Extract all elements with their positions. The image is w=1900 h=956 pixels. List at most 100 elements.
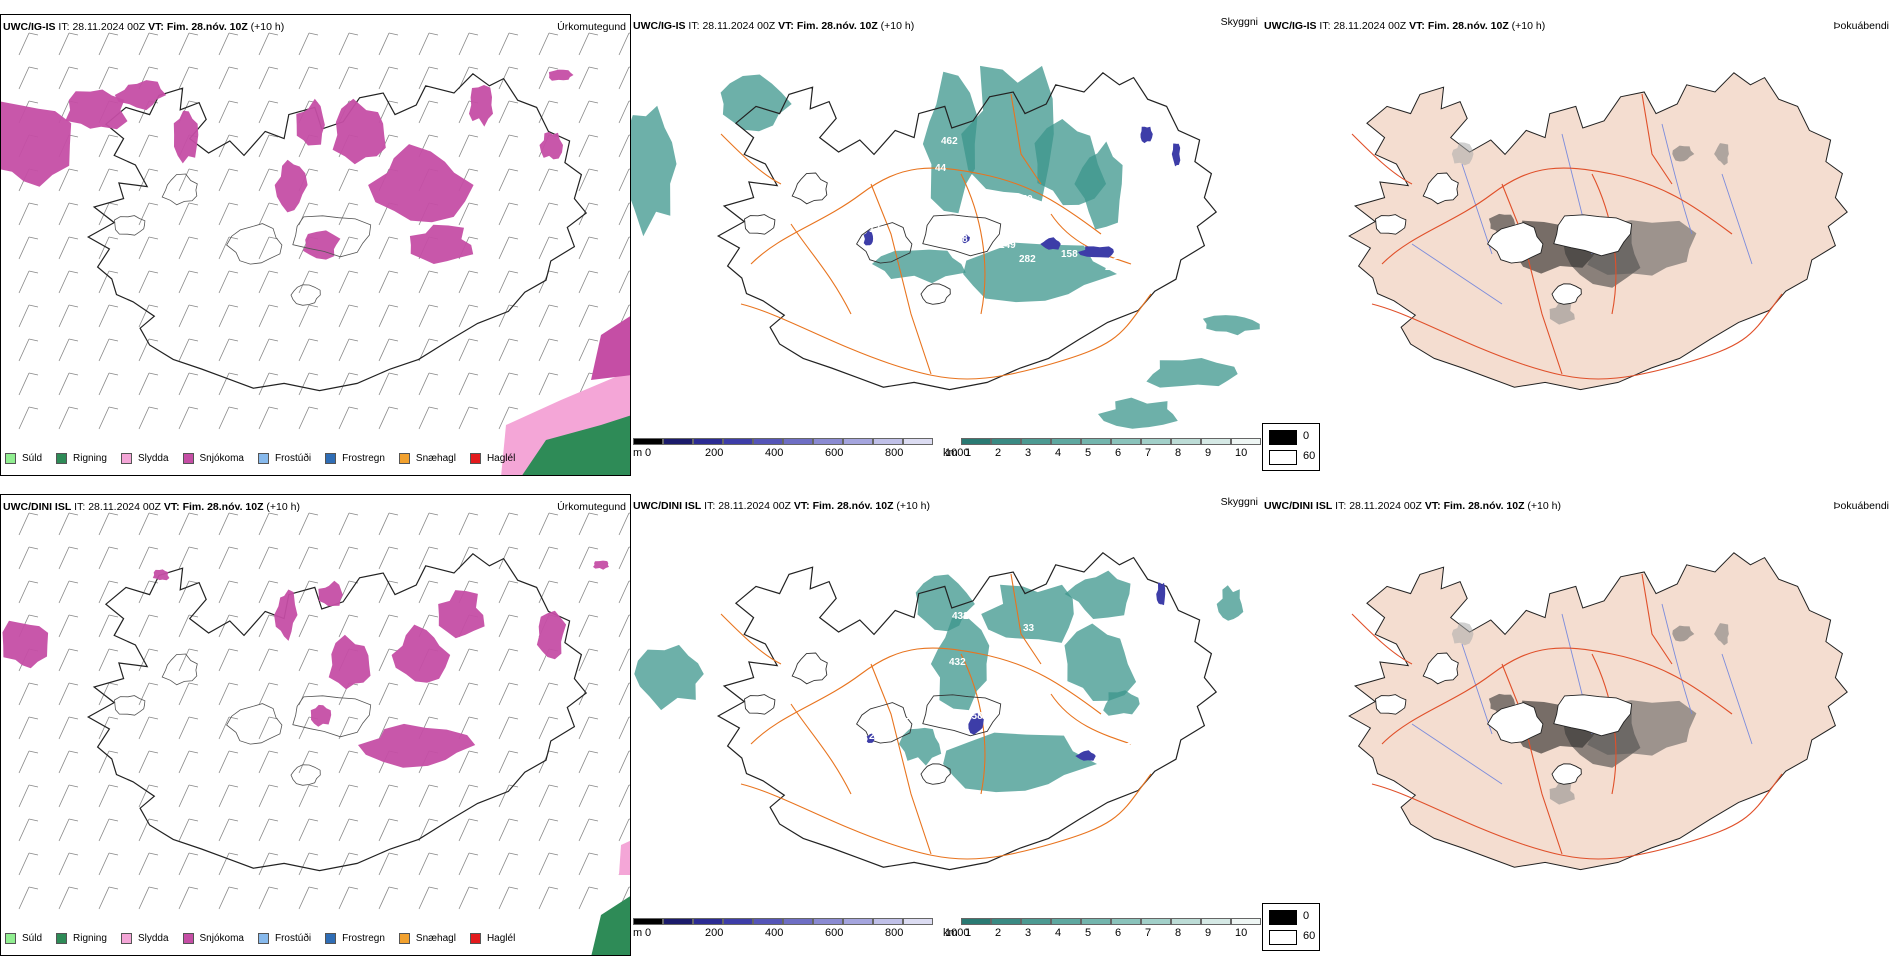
- scale-tick: 400: [765, 927, 784, 939]
- scale-tick: 1000: [945, 927, 970, 939]
- cloud-base-label: 33: [1023, 623, 1035, 634]
- wind-barb: [538, 716, 559, 740]
- snow-area: [368, 144, 474, 223]
- scale-unit: km: [943, 927, 958, 939]
- snow-area: [591, 316, 630, 380]
- scale-swatch: [873, 438, 903, 445]
- fog-area: [1451, 622, 1474, 646]
- wind-barb: [498, 750, 519, 774]
- road: [1381, 167, 1733, 265]
- wind-barb: [498, 512, 519, 536]
- wind-barb: [618, 236, 630, 260]
- fog-legend: 0 60: [1262, 903, 1320, 951]
- wind-barb: [498, 100, 519, 124]
- wind-barb: [418, 886, 439, 910]
- scale-unit: m: [633, 447, 643, 459]
- wind-barb: [58, 614, 79, 638]
- wind-barb: [178, 886, 199, 910]
- glacier-outline: [920, 763, 951, 785]
- cloud-base-label: 298: [951, 234, 968, 245]
- wind-barb: [98, 886, 119, 910]
- legend-item: Súld: [5, 932, 42, 944]
- wind-barb: [578, 750, 599, 774]
- wind-barb: [258, 580, 279, 604]
- wind-barb: [18, 406, 39, 430]
- cloud-base-label: 289: [1038, 720, 1055, 731]
- wind-barb: [538, 236, 559, 260]
- legend-item: Frostregn: [325, 932, 385, 944]
- cloud-base-label: 13: [869, 224, 881, 235]
- rain-area: [591, 840, 630, 955]
- wind-barb: [218, 784, 239, 808]
- scale-swatch: [1141, 438, 1171, 445]
- wind-barb: [218, 886, 239, 910]
- fog-legend-swatch: [1269, 430, 1297, 445]
- wind-barb: [618, 270, 630, 294]
- wind-barb: [218, 546, 239, 570]
- cloud-base-label: 226: [1023, 686, 1040, 697]
- sleet-area: [619, 840, 630, 875]
- wind-barb: [338, 66, 359, 90]
- legend-swatch: [182, 452, 194, 464]
- glacier-outline: [744, 694, 776, 715]
- visibility-panel-row1: UWC/IG-IS IT: 28.11.2024 00Z VT: Fim. 28…: [631, 14, 1262, 476]
- glacier-outline: [856, 702, 913, 744]
- wind-barb: [298, 304, 319, 328]
- wind-barb: [218, 202, 239, 226]
- wind-barb: [138, 134, 159, 158]
- wind-barb: [378, 406, 399, 430]
- road: [870, 183, 932, 375]
- wind-barb: [498, 66, 519, 90]
- cloud-base-patch: [866, 733, 875, 743]
- wind-barb: [218, 614, 239, 638]
- wind-barb: [258, 406, 279, 430]
- wind-barb: [138, 168, 159, 192]
- snow-area: [296, 98, 325, 146]
- road: [1381, 647, 1733, 745]
- wind-barb: [378, 614, 399, 638]
- legend-item: Haglél: [469, 932, 515, 944]
- glacier-outline: [1487, 222, 1544, 264]
- scale-tick: 9: [1205, 447, 1212, 459]
- wind-barb: [138, 304, 159, 328]
- scale-tick: 600: [825, 447, 844, 459]
- wind-barb: [498, 886, 519, 910]
- cloud-base-label: 158: [1061, 249, 1078, 260]
- wind-barb: [338, 818, 359, 842]
- scale-swatch: [991, 918, 1021, 925]
- wind-barb: [418, 372, 439, 396]
- wind-barb: [58, 338, 79, 362]
- wind-barb: [58, 784, 79, 808]
- precip-legend: Súld Rigning Slydda Snjókoma Frostúði Fr…: [5, 929, 515, 947]
- wind-barb: [458, 270, 479, 294]
- wind-barb: [218, 682, 239, 706]
- wind-barb: [218, 716, 239, 740]
- scale-swatch: [1231, 918, 1261, 925]
- wind-barb: [258, 304, 279, 328]
- wind-barb: [178, 716, 199, 740]
- wind-barb: [98, 168, 119, 192]
- wind-barb: [618, 32, 630, 56]
- wind-barb: [58, 32, 79, 56]
- wind-barb: [58, 406, 79, 430]
- wind-barb: [378, 236, 399, 260]
- legend-item: Snæhagl: [398, 932, 456, 944]
- glacier-outline: [1375, 694, 1407, 715]
- panel-header: UWC/DINI ISL IT: 28.11.2024 00Z VT: Fim.…: [1264, 500, 1561, 512]
- glacier-outline: [161, 173, 198, 206]
- wind-barb: [218, 406, 239, 430]
- wind-barb: [18, 716, 39, 740]
- wind-barb: [538, 818, 559, 842]
- wind-barb: [138, 546, 159, 570]
- wind-barb: [18, 32, 39, 56]
- cloud-base-patch: [863, 230, 874, 246]
- wind-barb: [218, 580, 239, 604]
- wind-barb: [18, 886, 39, 910]
- fog-area: [1549, 782, 1575, 805]
- legend-swatch: [120, 932, 132, 944]
- wind-barb: [138, 406, 159, 430]
- wind-barb: [418, 852, 439, 876]
- snow-area: [409, 224, 474, 264]
- wind-barb: [578, 304, 599, 328]
- wind-barb: [18, 372, 39, 396]
